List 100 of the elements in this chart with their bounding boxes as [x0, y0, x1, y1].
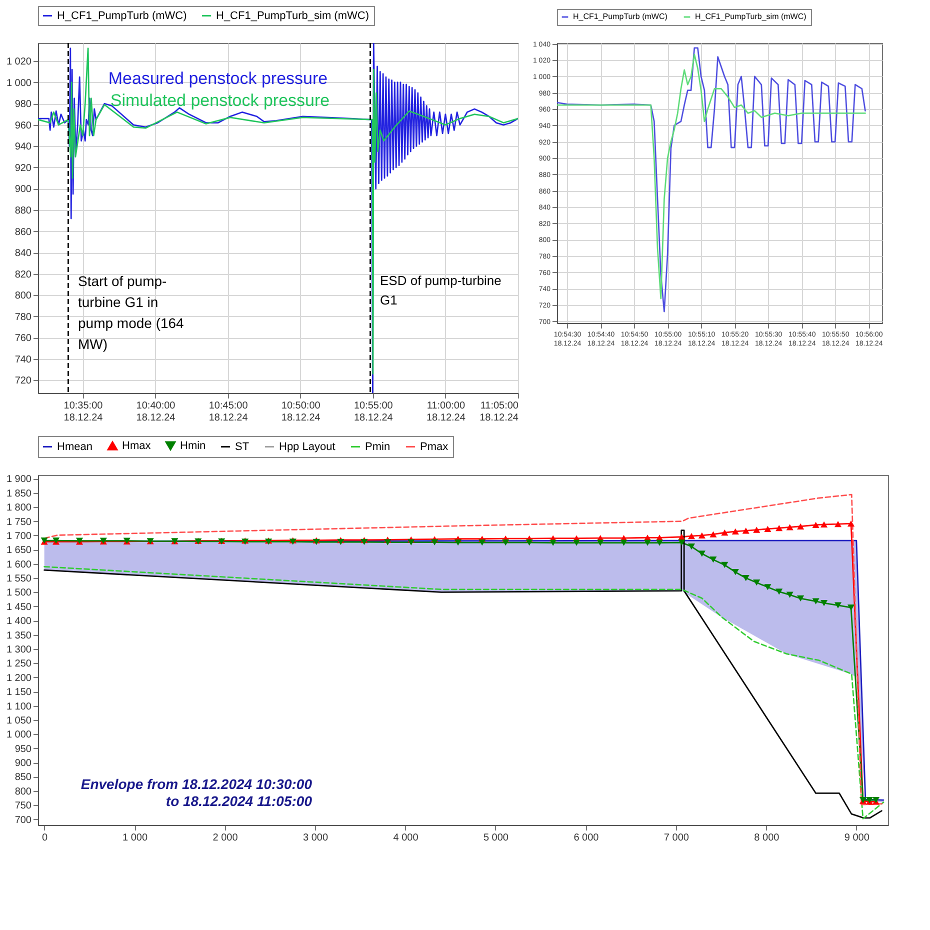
- point: [721, 530, 728, 536]
- y-tick-label: 1 400: [6, 616, 32, 628]
- point: [797, 523, 804, 530]
- y-tick-label: 1 900: [6, 474, 32, 486]
- point: [644, 540, 652, 546]
- x-tick-label: 10:35:00 18.12.24: [64, 400, 104, 424]
- y-tick-label: 1 500: [6, 588, 32, 599]
- point: [688, 543, 696, 550]
- annotation: Simulated penstock pressure: [110, 91, 330, 110]
- y-tick-label: 1 700: [6, 530, 32, 542]
- point: [698, 532, 706, 539]
- y-tick-label: 740: [14, 354, 32, 366]
- point: [678, 539, 686, 546]
- y-tick-label: 1 250: [6, 658, 32, 670]
- point: [550, 540, 557, 546]
- point: [454, 539, 462, 546]
- legend-label: ST: [235, 440, 250, 453]
- point: [764, 526, 772, 532]
- x-tick-label: 3 000: [303, 832, 328, 844]
- x-tick-label: 10:40:00 18.12.24: [136, 400, 176, 424]
- y-tick-label: 820: [14, 269, 32, 280]
- x-tick-label: 10:55:00 18.12.24: [354, 400, 394, 424]
- annotation: Measured penstock pressure: [108, 69, 328, 88]
- point: [572, 540, 580, 546]
- y-tick-label: 780: [14, 312, 32, 323]
- y-tick-label: 940: [14, 142, 32, 153]
- y-tick-label: 750: [14, 800, 32, 812]
- y-tick-label: 1 100: [6, 701, 32, 712]
- point: [596, 540, 604, 546]
- legend-label: Pmin: [365, 440, 390, 453]
- point: [431, 539, 438, 546]
- legend-label: Hpp Layout: [279, 440, 336, 453]
- x-tick-label: 10:50:00 18.12.24: [281, 400, 321, 424]
- y-tick-label: 880: [14, 206, 32, 217]
- point: [820, 521, 828, 528]
- legend-label: Hmin: [180, 440, 206, 452]
- y-tick-label: 800: [14, 290, 32, 302]
- y-tick-label: 700: [14, 814, 32, 826]
- point: [721, 562, 728, 568]
- legend-label: Hmean: [57, 440, 92, 453]
- point: [812, 522, 820, 528]
- point: [797, 595, 804, 602]
- y-tick-label: 1 050: [6, 715, 32, 726]
- y-tick-label: 1 600: [6, 559, 32, 570]
- point: [847, 520, 855, 527]
- point: [753, 580, 760, 586]
- x-tick-label: 9 000: [844, 832, 870, 844]
- legend-label: H_CF1_PumpTurb (mWC): [57, 10, 187, 22]
- point: [502, 539, 510, 546]
- point: [834, 521, 842, 528]
- y-tick-label: 1 020: [6, 56, 32, 68]
- point: [478, 539, 486, 546]
- x-tick-label: 8 000: [754, 832, 780, 844]
- annotation: Envelope from 18.12.2024 10:30:00: [80, 776, 312, 792]
- x-tick-label: 11:05:00 18.12.24: [480, 400, 519, 424]
- x-tick-label: 4 000: [393, 832, 419, 844]
- point: [820, 600, 828, 606]
- x-tick-label: 1 000: [122, 832, 148, 844]
- y-tick-label: 1 200: [6, 672, 32, 684]
- y-tick-label: 1 550: [6, 574, 32, 585]
- x-tick-label: 0: [42, 832, 48, 844]
- y-tick-label: 850: [14, 772, 32, 784]
- point: [776, 525, 783, 532]
- x-tick-label: 6 000: [574, 832, 600, 844]
- y-tick-label: 1 000: [6, 78, 32, 89]
- point: [847, 604, 855, 611]
- y-tick-label: 950: [14, 744, 32, 755]
- y-tick-label: 1 150: [6, 687, 32, 698]
- point: [834, 602, 842, 608]
- y-tick-label: 860: [14, 226, 32, 238]
- point: [742, 528, 750, 534]
- y-tick-label: 960: [14, 120, 32, 132]
- y-tick-label: 760: [14, 333, 32, 344]
- point: [786, 524, 794, 530]
- y-tick-label: 1 650: [6, 545, 32, 556]
- point: [688, 532, 696, 540]
- y-tick-label: 1 450: [6, 602, 32, 613]
- point: [753, 526, 760, 533]
- y-tick-label: 1 000: [6, 730, 32, 741]
- annotation: Start of pump-turbine G1 in pump mode (164 MW): [78, 273, 184, 352]
- x-tick-label: 10:45:00 18.12.24: [208, 400, 248, 424]
- y-tick-label: 1 800: [6, 502, 32, 514]
- y-tick-label: 800: [14, 786, 32, 798]
- point: [698, 550, 706, 557]
- y-tick-label: 900: [14, 184, 32, 196]
- y-tick-label: 1 300: [6, 644, 32, 656]
- y-tick-label: 1 750: [6, 516, 32, 528]
- y-tick-label: 980: [14, 99, 32, 110]
- y-tick-label: 1 850: [6, 488, 32, 500]
- legend-label: H_CF1_PumpTurb_sim (mWC): [216, 10, 370, 22]
- point: [786, 592, 794, 598]
- y-tick-label: 720: [14, 376, 32, 387]
- point: [742, 574, 750, 582]
- point: [732, 528, 739, 535]
- point: [656, 540, 664, 546]
- y-tick-label: 920: [14, 162, 32, 174]
- point: [776, 588, 783, 595]
- point: [710, 531, 717, 538]
- point: [812, 598, 820, 604]
- legend-label: Pmax: [420, 440, 449, 453]
